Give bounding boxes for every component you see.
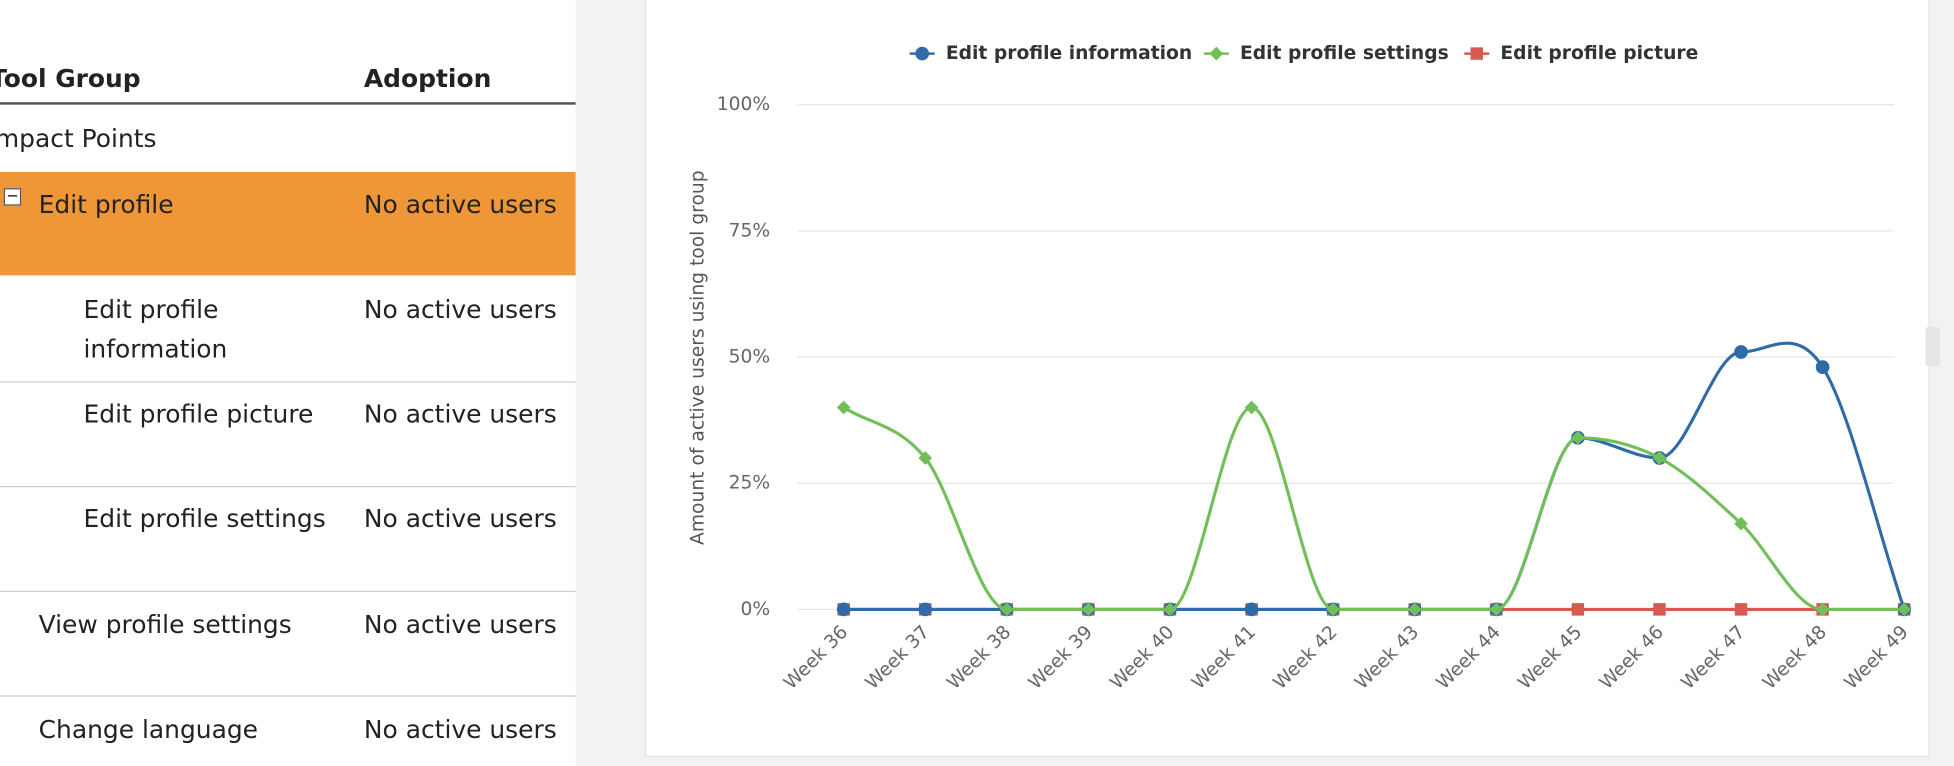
chart: Amount of active users using tool group … [644,0,1941,758]
y-tick-label: 75% [729,220,771,241]
adoption-value: No active users [363,503,557,534]
tool-name: Edit profile picture [83,398,314,429]
data-point [1244,602,1259,617]
data-point [1734,345,1748,359]
y-tick-label: 0% [740,599,770,620]
tool-name: View profile settings [38,609,292,640]
data-point [918,451,933,465]
row-rule [0,486,576,488]
adoption-table: Tool Group Adoption Impact Points − Edit… [0,0,576,766]
data-point [1734,516,1748,531]
row-rule [0,590,576,592]
legend-label: Edit profile picture [1500,43,1698,64]
column-header: Adoption [363,63,492,94]
legend-label: Edit profile settings [1240,43,1449,64]
adoption-value: No active users [363,189,557,220]
data-point [1815,360,1830,374]
tool-name: Change language [38,714,259,744]
data-point [1244,400,1259,415]
data-point [1734,603,1748,616]
adoption-value: No active users [363,398,557,429]
tool-name: Edit profile settings [83,503,326,534]
adoption-value: No active users [363,294,557,325]
collapse-icon[interactable]: − [3,188,22,206]
data-point [1653,603,1666,616]
data-point [918,602,933,617]
legend-label: Edit profile information [946,43,1192,64]
y-tick-label: 50% [729,347,771,368]
tool-name: Edit profile [38,189,174,220]
legend-marker [1470,47,1483,60]
y-tick-label: 100% [717,94,770,115]
scroll-handle[interactable] [1925,326,1941,367]
chart-layer: Amount of active users using tool group … [644,0,1941,758]
legend-marker [915,46,930,61]
data-point [1571,603,1585,616]
column-header: Tool Group [0,63,141,94]
adoption-value: No active users [363,609,557,640]
y-axis-title: Amount of active users using tool group [687,170,708,545]
data-point [1163,602,1177,617]
header-rule [0,102,576,105]
y-tick-label: 25% [729,473,771,494]
adoption-value: No active users [363,714,557,744]
row-rule [0,381,576,383]
tool-name: Edit profile information [83,294,228,364]
row-rule [0,695,576,697]
selected-row[interactable] [0,171,576,276]
group-label: Impact Points [0,123,157,154]
data-point [836,400,851,415]
data-point [1652,451,1667,465]
data-point [836,602,851,617]
